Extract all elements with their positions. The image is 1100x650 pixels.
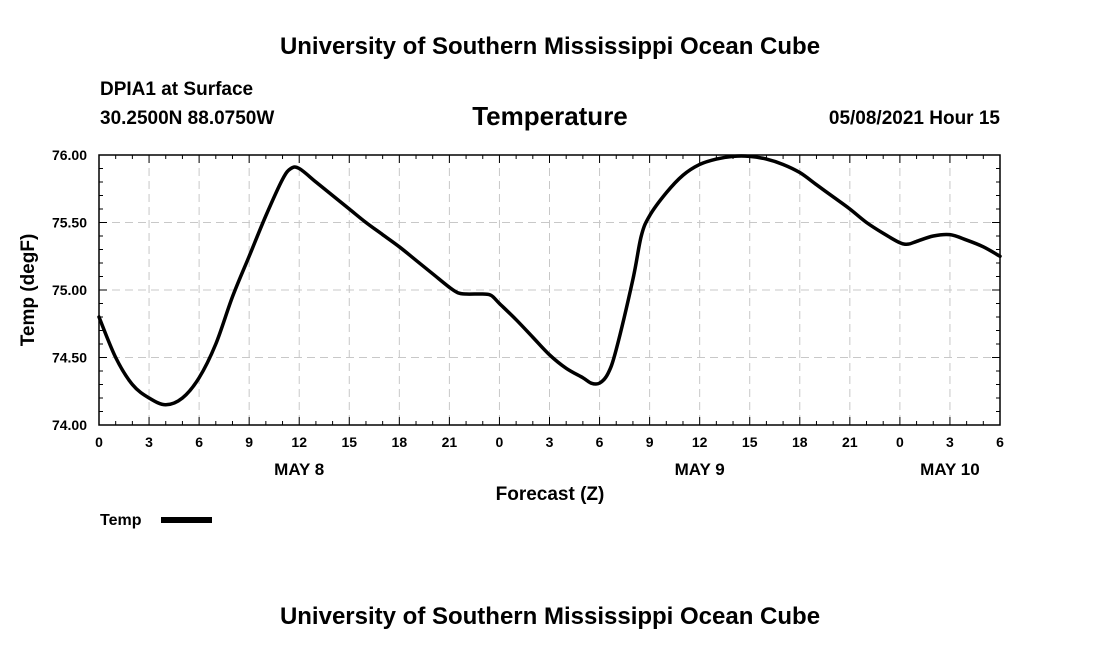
y-tick-label: 74.00 bbox=[52, 417, 87, 433]
bottom-title: University of Southern Mississippi Ocean… bbox=[280, 603, 820, 630]
grid bbox=[99, 155, 1000, 425]
coords-label: 30.2500N 88.0750W bbox=[100, 108, 274, 129]
day-label: MAY 8 bbox=[274, 460, 324, 479]
x-tick-label: 3 bbox=[145, 434, 153, 450]
x-axis-label: Forecast (Z) bbox=[496, 484, 605, 505]
x-tick-label: 6 bbox=[996, 434, 1004, 450]
x-tick-label: 21 bbox=[842, 434, 858, 450]
x-tick-label: 6 bbox=[596, 434, 604, 450]
x-tick-label: 15 bbox=[341, 434, 357, 450]
x-tick-label: 3 bbox=[946, 434, 954, 450]
x-tick-label: 21 bbox=[442, 434, 458, 450]
x-tick-label: 0 bbox=[496, 434, 504, 450]
series-line-temp bbox=[97, 154, 1002, 407]
x-tick-label: 9 bbox=[245, 434, 253, 450]
x-tick-label: 0 bbox=[896, 434, 904, 450]
y-axis-label: Temp (degF) bbox=[18, 234, 39, 347]
day-label: MAY 10 bbox=[920, 460, 980, 479]
datetime-label: 05/08/2021 Hour 15 bbox=[829, 108, 1001, 129]
x-tick-label: 15 bbox=[742, 434, 758, 450]
plot-frame bbox=[98, 154, 1001, 426]
x-tick-label: 18 bbox=[792, 434, 808, 450]
legend: Temp bbox=[100, 512, 212, 529]
y-tick-label: 74.50 bbox=[52, 350, 87, 366]
legend-label: Temp bbox=[100, 512, 142, 529]
x-tick-label: 6 bbox=[195, 434, 203, 450]
x-tick-label: 9 bbox=[646, 434, 654, 450]
x-tick-label: 0 bbox=[95, 434, 103, 450]
series-layer bbox=[97, 154, 1002, 407]
station-label: DPIA1 at Surface bbox=[100, 79, 253, 100]
chart-title: Temperature bbox=[472, 101, 628, 131]
y-tick-label: 75.00 bbox=[52, 282, 87, 298]
day-label: MAY 9 bbox=[675, 460, 725, 479]
y-tick-label: 75.50 bbox=[52, 215, 87, 231]
axis-labels: 0 3 6 9 12 15 18 21 0 3 6 9 12 15 18 21 0 3 6 74.00 74.50 75.… bbox=[52, 147, 1004, 479]
y-tick-label: 76.00 bbox=[52, 147, 87, 163]
x-tick-label: 12 bbox=[692, 434, 708, 450]
x-tick-label: 18 bbox=[392, 434, 408, 450]
x-tick-label: 3 bbox=[546, 434, 554, 450]
top-title: University of Southern Mississippi Ocean… bbox=[280, 33, 820, 60]
x-tick-label: 12 bbox=[291, 434, 307, 450]
